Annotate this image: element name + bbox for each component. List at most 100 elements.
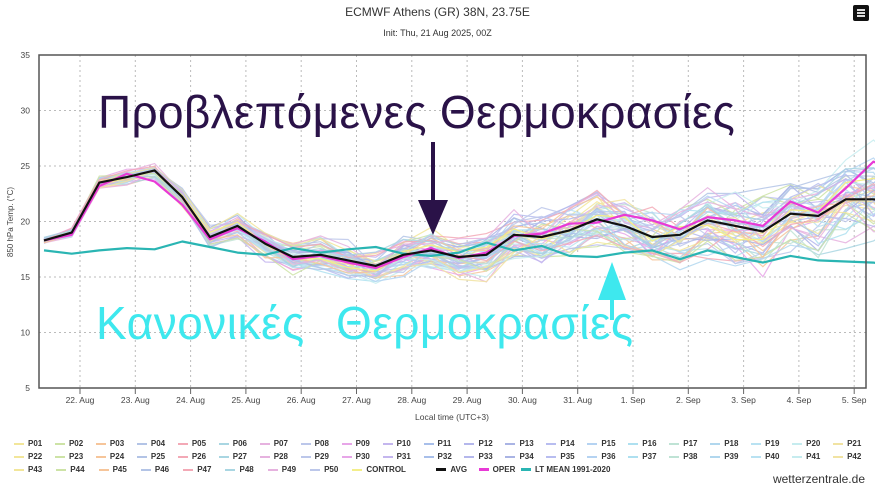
forecast-arrow-icon bbox=[418, 142, 448, 235]
legend-swatch-icon bbox=[218, 442, 229, 445]
legend-swatch-icon bbox=[628, 455, 639, 458]
legend-item-p16[interactable]: P16 bbox=[628, 437, 669, 450]
legend-label: P22 bbox=[28, 452, 43, 461]
legend-item-p15[interactable]: P15 bbox=[587, 437, 628, 450]
legend-item-p37[interactable]: P37 bbox=[628, 450, 669, 463]
legend-item-p45[interactable]: P45 bbox=[98, 463, 141, 476]
legend-item-p30[interactable]: P30 bbox=[341, 450, 383, 463]
ensemble-member-line bbox=[43, 167, 875, 271]
legend-item-p48[interactable]: P48 bbox=[225, 463, 267, 476]
y-tick-label: 25 bbox=[21, 161, 31, 171]
legend-label: P15 bbox=[601, 439, 616, 448]
legend-item-p49[interactable]: P49 bbox=[267, 463, 310, 476]
legend-item-p03[interactable]: P03 bbox=[95, 437, 137, 450]
legend-item-avg[interactable]: AVG bbox=[436, 463, 478, 476]
legend-item-p08[interactable]: P08 bbox=[300, 437, 342, 450]
legend-item-p18[interactable]: P18 bbox=[710, 437, 751, 450]
legend-item-p46[interactable]: P46 bbox=[140, 463, 183, 476]
legend-item-p22[interactable]: P22 bbox=[14, 450, 55, 463]
legend-item-lt-mean-1991-2020[interactable]: LT MEAN 1991-2020 bbox=[520, 463, 641, 476]
hamburger-menu-icon[interactable] bbox=[853, 5, 869, 21]
x-tick-label: 28. Aug bbox=[397, 395, 426, 405]
legend-item-p14[interactable]: P14 bbox=[546, 437, 587, 450]
legend-item-p26[interactable]: P26 bbox=[177, 450, 219, 463]
legend-swatch-icon bbox=[14, 455, 24, 458]
legend-item-p01[interactable]: P01 bbox=[14, 437, 55, 450]
legend-item-p39[interactable]: P39 bbox=[710, 450, 751, 463]
legend-item-p35[interactable]: P35 bbox=[546, 450, 587, 463]
legend-swatch-icon bbox=[478, 468, 489, 471]
x-tick-label: 27. Aug bbox=[342, 395, 371, 405]
legend-item-p34[interactable]: P34 bbox=[505, 450, 546, 463]
legend-label: P12 bbox=[478, 439, 493, 448]
legend-swatch-icon bbox=[14, 468, 24, 471]
legend-item-p19[interactable]: P19 bbox=[751, 437, 792, 450]
legend-item-p20[interactable]: P20 bbox=[792, 437, 833, 450]
ensemble-member-line bbox=[43, 166, 875, 268]
chart-legend: P01 P02 P03 P04 P05 P06 P07 P08 P09 P10 P11 P12 P13 P… bbox=[14, 437, 874, 476]
x-tick-label: 5. Sep bbox=[842, 395, 867, 405]
avg-line bbox=[43, 169, 875, 267]
legend-swatch-icon bbox=[520, 468, 531, 471]
credit-link[interactable]: wetterzentrale.de bbox=[772, 472, 865, 486]
legend-item-p33[interactable]: P33 bbox=[464, 450, 505, 463]
legend-item-p10[interactable]: P10 bbox=[382, 437, 424, 450]
legend-item-p05[interactable]: P05 bbox=[177, 437, 219, 450]
legend-item-p47[interactable]: P47 bbox=[183, 463, 225, 476]
ensemble-member-line bbox=[43, 169, 875, 273]
legend-label: P01 bbox=[28, 439, 43, 448]
legend-item-p28[interactable]: P28 bbox=[259, 450, 301, 463]
legend-item-p50[interactable]: P50 bbox=[310, 463, 352, 476]
legend-item-p31[interactable]: P31 bbox=[382, 450, 424, 463]
legend-swatch-icon bbox=[382, 442, 393, 445]
legend-label: P05 bbox=[191, 439, 207, 448]
legend-label: P27 bbox=[232, 452, 247, 461]
legend-item-p02[interactable]: P02 bbox=[54, 437, 96, 450]
legend-item-p32[interactable]: P32 bbox=[423, 450, 465, 463]
y-tick-label: 10 bbox=[21, 328, 31, 338]
legend-swatch-icon bbox=[833, 442, 844, 445]
legend-label: P24 bbox=[109, 452, 125, 461]
legend-label: P30 bbox=[355, 452, 370, 461]
legend-item-p42[interactable]: P42 bbox=[833, 450, 874, 463]
legend-label: P47 bbox=[197, 465, 212, 474]
legend-item-p41[interactable]: P41 bbox=[792, 450, 833, 463]
legend-item-p43[interactable]: P43 bbox=[14, 463, 56, 476]
legend-item-p07[interactable]: P07 bbox=[259, 437, 301, 450]
legend-swatch-icon bbox=[95, 455, 106, 458]
normal-temperatures-label: Κανονικές Θερμοκρασίες bbox=[96, 297, 634, 349]
legend-label: P38 bbox=[683, 452, 698, 461]
legend-item-p11[interactable]: P11 bbox=[423, 437, 465, 450]
legend-label: P18 bbox=[724, 439, 739, 448]
legend-item-p27[interactable]: P27 bbox=[218, 450, 260, 463]
legend-swatch-icon bbox=[341, 455, 352, 458]
legend-swatch-icon bbox=[669, 455, 680, 458]
legend-item-p09[interactable]: P09 bbox=[341, 437, 383, 450]
legend-item-p36[interactable]: P36 bbox=[587, 450, 628, 463]
legend-swatch-icon bbox=[177, 455, 188, 458]
x-tick-label: 23. Aug bbox=[121, 395, 150, 405]
legend-label: P11 bbox=[437, 439, 452, 448]
ensemble-member-line bbox=[43, 166, 875, 274]
legend-item-p25[interactable]: P25 bbox=[136, 450, 178, 463]
legend-item-control[interactable]: CONTROL bbox=[352, 463, 436, 476]
legend-item-p17[interactable]: P17 bbox=[669, 437, 710, 450]
legend-label: P33 bbox=[478, 452, 493, 461]
legend-item-p24[interactable]: P24 bbox=[95, 450, 137, 463]
legend-item-p21[interactable]: P21 bbox=[833, 437, 874, 450]
legend-item-p44[interactable]: P44 bbox=[56, 463, 98, 476]
y-axis-ticks: 5 10 15 20 25 30 35 bbox=[21, 50, 31, 393]
y-tick-label: 35 bbox=[21, 50, 31, 60]
legend-item-p04[interactable]: P04 bbox=[136, 437, 178, 450]
legend-item-p06[interactable]: P06 bbox=[218, 437, 260, 450]
main-series-lines bbox=[43, 160, 875, 270]
legend-swatch-icon bbox=[183, 468, 194, 471]
legend-item-p40[interactable]: P40 bbox=[751, 450, 792, 463]
legend-item-oper[interactable]: OPER bbox=[478, 463, 521, 476]
legend-label: P36 bbox=[601, 452, 616, 461]
legend-item-p12[interactable]: P12 bbox=[464, 437, 505, 450]
legend-item-p29[interactable]: P29 bbox=[300, 450, 342, 463]
legend-item-p38[interactable]: P38 bbox=[669, 450, 710, 463]
legend-item-p23[interactable]: P23 bbox=[54, 450, 96, 463]
legend-item-p13[interactable]: P13 bbox=[505, 437, 546, 450]
